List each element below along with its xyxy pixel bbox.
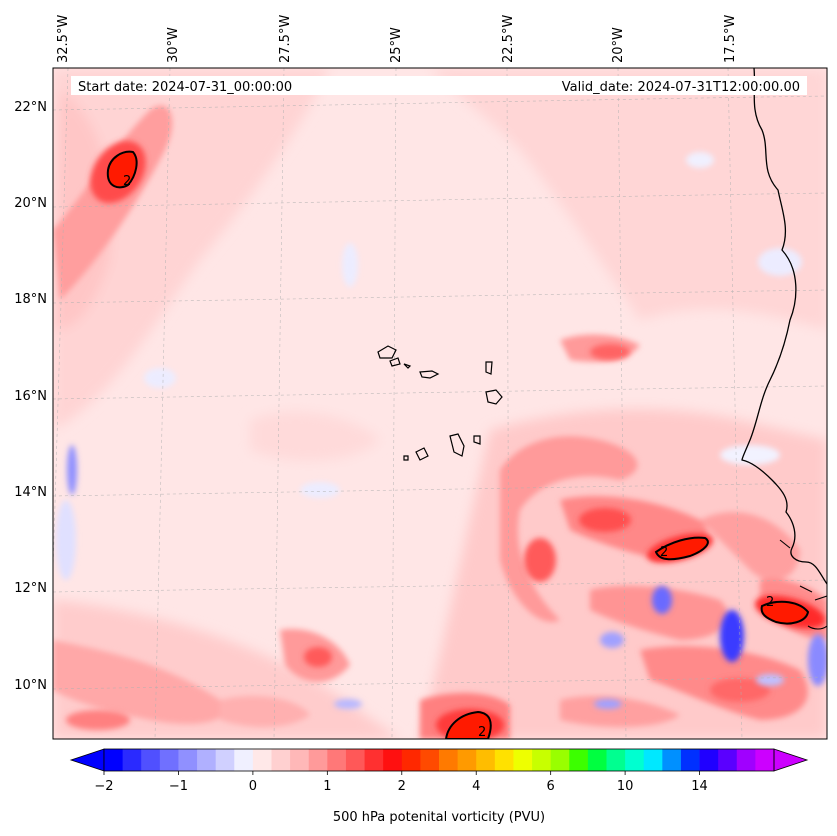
date-header-background	[71, 76, 807, 95]
colorbar-frame	[103, 748, 775, 772]
colorbar-cell	[476, 749, 496, 771]
lon-label: 25°W	[389, 27, 404, 63]
colorbar-cell	[625, 749, 645, 771]
colorbar-cell	[104, 749, 124, 771]
colorbar-cell	[606, 749, 626, 771]
island-santo-antao	[377, 345, 397, 359]
contour-2pvu-east	[654, 536, 709, 561]
gridlines	[53, 68, 827, 739]
contour-2pvu-nw	[106, 150, 138, 189]
colorbar-cell	[494, 749, 514, 771]
island-fogo	[415, 447, 429, 461]
island-brava	[403, 455, 409, 461]
lat-label: 12°N	[14, 581, 47, 596]
coast-detail	[779, 539, 827, 630]
colorbar-cell	[122, 749, 142, 771]
colorbar-tick-label: 0	[249, 779, 257, 794]
cape-verde-islands	[377, 345, 503, 461]
island-boa-vista	[485, 389, 503, 405]
colorbar-cell	[215, 749, 235, 771]
island-sal	[485, 361, 493, 375]
island-maio	[473, 435, 481, 445]
colorbar-cell	[439, 749, 459, 771]
colorbar-cell	[513, 749, 533, 771]
island-santiago	[449, 433, 465, 457]
colorbar-cell	[364, 749, 384, 771]
contour-label-nw: 2	[123, 174, 131, 189]
lat-label: 22°N	[14, 100, 47, 115]
lon-label: 17.5°W	[723, 15, 738, 63]
contour-2pvu-coast	[760, 600, 810, 625]
colorbar-tick-label: 10	[617, 779, 634, 794]
colorbar-tick-label: −1	[169, 779, 188, 794]
colorbar-cell	[327, 749, 347, 771]
valid-date-label: Valid_date: 2024-07-31T12:00:00.00	[562, 80, 800, 95]
contour-label-east: 2	[660, 545, 668, 560]
colorbar-cell	[662, 749, 682, 771]
colorbar-over-arrow	[773, 748, 809, 772]
colorbar-cell	[290, 749, 310, 771]
colorbar-cell	[141, 749, 161, 771]
colorbar-cell	[345, 749, 365, 771]
lon-label: 32.5°W	[56, 15, 71, 63]
colorbar-cell	[532, 749, 552, 771]
colorbar-cell	[736, 749, 756, 771]
pv-2pvu-contours	[106, 150, 810, 739]
map-panel: 2 2 2 2	[53, 68, 827, 740]
colorbar: −2 −1 0 1 2 4 6 10 14 500 hPa potenital vorticit…	[69, 748, 809, 825]
latitude-labels: 22°N 20°N 18°N 16°N 14°N 12°N 10°N	[14, 100, 47, 693]
colorbar-cell	[383, 749, 403, 771]
lon-label: 20°W	[611, 27, 626, 63]
colorbar-label: 500 hPa potenital vorticity (PVU)	[333, 810, 545, 825]
colorbar-cell	[755, 749, 775, 771]
colorbar-cell	[308, 749, 328, 771]
colorbar-cell	[587, 749, 607, 771]
lon-label: 27.5°W	[278, 15, 293, 63]
lat-label: 18°N	[14, 292, 47, 307]
colorbar-cell	[401, 749, 421, 771]
colorbar-tick-label: 6	[547, 779, 555, 794]
longitude-labels: 32.5°W 30°W 27.5°W 25°W 22.5°W 20°W 17.5…	[56, 15, 738, 63]
colorbar-tick-label: 2	[398, 779, 406, 794]
lon-label: 22.5°W	[501, 15, 516, 63]
colorbar-cell	[680, 749, 700, 771]
island-sao-vicente	[389, 357, 401, 367]
colorbar-cell	[178, 749, 198, 771]
lat-label: 20°N	[14, 196, 47, 211]
contour-labels: 2 2 2 2	[123, 174, 774, 740]
colorbar-cell	[197, 749, 217, 771]
island-sao-nicolau	[419, 370, 440, 379]
pv-field-negative	[56, 152, 827, 709]
lon-label: 30°W	[166, 27, 181, 63]
colorbar-cell	[252, 749, 272, 771]
map-frame	[52, 67, 828, 740]
colorbar-under-arrow	[69, 748, 105, 772]
colorbar-cell	[234, 749, 254, 771]
colorbar-cell	[271, 749, 291, 771]
lat-label: 10°N	[14, 678, 47, 693]
colorbar-tick-label: −2	[94, 779, 113, 794]
colorbar-tick-label: 1	[323, 779, 331, 794]
colorbar-cell	[699, 749, 719, 771]
colorbar-tick-label: 4	[472, 779, 480, 794]
colorbar-cell	[420, 749, 440, 771]
lat-label: 14°N	[14, 485, 47, 500]
island-santa-luzia	[403, 363, 412, 369]
start-date-label: Start date: 2024-07-31_00:00:00	[78, 80, 292, 95]
colorbar-cell	[457, 749, 477, 771]
lat-label: 16°N	[14, 389, 47, 404]
contour-label-coast: 2	[766, 595, 774, 610]
colorbar-tick-label: 14	[691, 779, 708, 794]
colorbar-cell	[643, 749, 663, 771]
colorbar-cell	[550, 749, 570, 771]
colorbar-cell	[569, 749, 589, 771]
contour-2pvu-south	[444, 710, 492, 739]
colorbar-cell	[718, 749, 738, 771]
colorbar-cell	[159, 749, 179, 771]
africa-coastline	[741, 68, 827, 585]
contour-label-south: 2	[478, 725, 486, 740]
